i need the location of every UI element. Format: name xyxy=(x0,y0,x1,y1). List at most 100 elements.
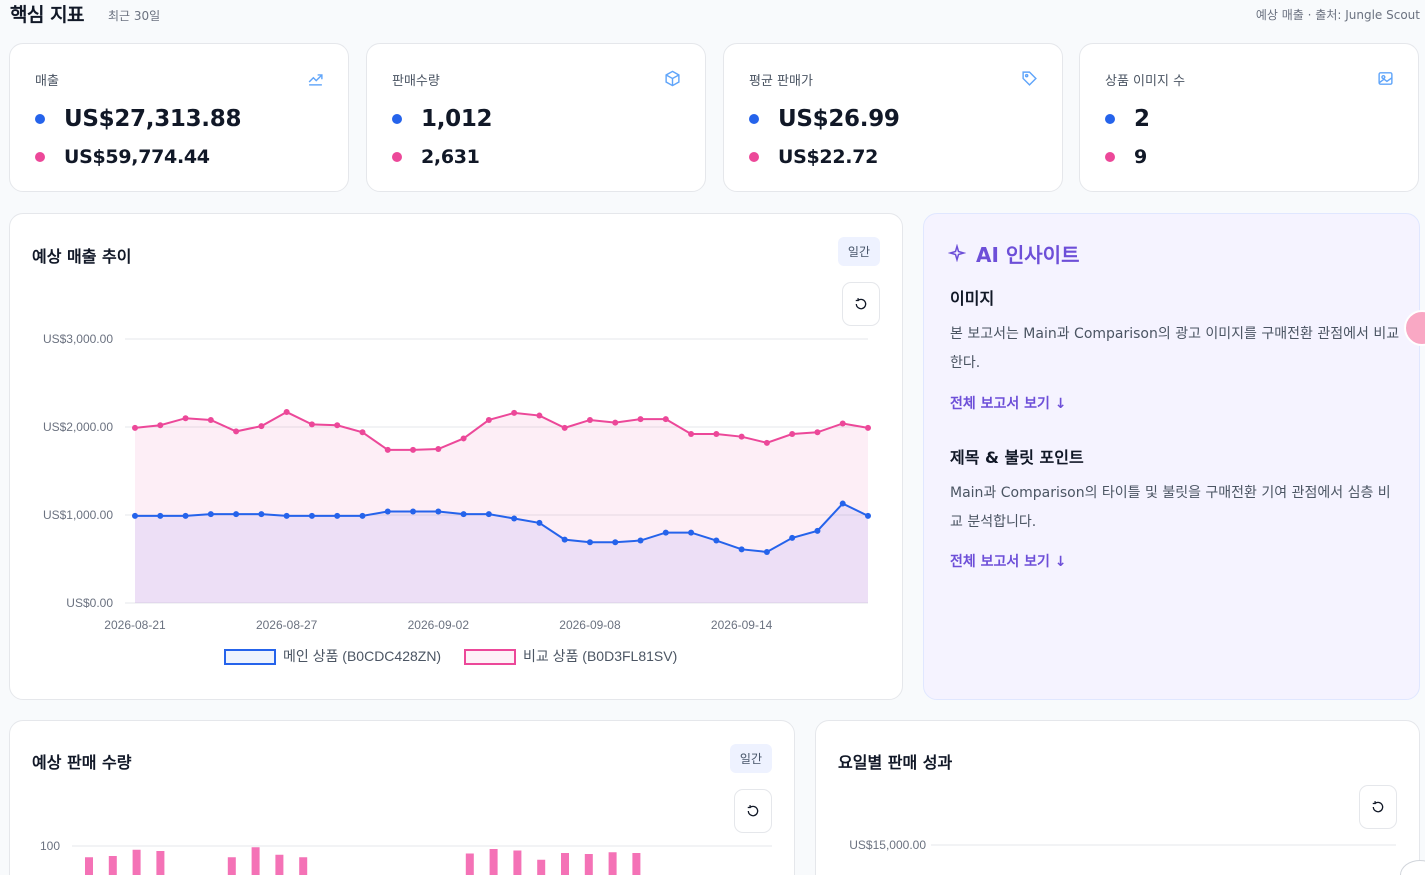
data-point xyxy=(460,435,467,442)
main-dot xyxy=(392,114,402,124)
data-point xyxy=(132,512,138,519)
full-report-link[interactable]: 전체 보고서 보기 ↓ xyxy=(950,396,1067,412)
bar xyxy=(608,852,617,875)
ai-section-body: 본 보고서는 Main과 Comparison의 광고 이미지를 구매전환 관점… xyxy=(950,326,1400,371)
data-point xyxy=(511,515,518,522)
sparkle-icon xyxy=(948,244,966,262)
ai-insights-title: AI 인사이트 xyxy=(976,243,1080,267)
data-point xyxy=(612,539,619,546)
data-point xyxy=(258,423,265,430)
kpi-label: 평균 판매가 xyxy=(749,74,813,89)
data-point xyxy=(410,508,417,515)
bar xyxy=(513,850,522,875)
legend-label: 비교 상품 (B0D3FL81SV) xyxy=(523,648,677,664)
legend-swatch xyxy=(224,649,276,665)
reset-zoom-button[interactable] xyxy=(1359,785,1397,829)
data-point xyxy=(410,446,417,453)
legend-swatch xyxy=(464,649,516,665)
y-tick-label: US$15,000.00 xyxy=(849,838,926,852)
kpi-comparison-value: US$59,774.44 xyxy=(64,146,210,168)
data-point xyxy=(283,409,290,416)
period-toggle[interactable]: 일간 xyxy=(729,744,772,773)
y-tick-label: US$0.00 xyxy=(66,596,113,610)
data-point xyxy=(384,446,391,453)
kpi-main-value: 2 xyxy=(1134,106,1150,132)
units-chart: 100 xyxy=(40,839,772,875)
bar xyxy=(275,854,284,875)
data-point xyxy=(839,500,846,507)
kpi-label: 상품 이미지 수 xyxy=(1105,74,1186,89)
x-tick-label: 2026-08-21 xyxy=(104,618,166,632)
data-point xyxy=(233,428,240,435)
bar xyxy=(632,853,641,875)
data-point xyxy=(738,546,745,553)
data-point xyxy=(485,416,492,423)
kpi-main-value: US$27,313.88 xyxy=(64,106,242,132)
trending-up-icon xyxy=(308,74,323,86)
reset-zoom-button[interactable] xyxy=(842,282,880,326)
y-tick-label: US$3,000.00 xyxy=(43,332,113,346)
data-point xyxy=(384,508,391,515)
data-point xyxy=(763,439,770,446)
y-tick-label: 100 xyxy=(40,839,60,853)
revenue-chart: US$0.00 US$1,000.00 US$2,000.00 US$3,000.00… xyxy=(43,332,871,665)
bar xyxy=(85,857,93,875)
bar xyxy=(561,853,569,875)
data-point xyxy=(536,519,543,526)
series-area xyxy=(135,412,868,603)
refresh-icon xyxy=(747,805,759,817)
full-report-link[interactable]: 전체 보고서 보기 ↓ xyxy=(950,554,1067,570)
period-label: 최근 30일 xyxy=(108,9,161,23)
data-point xyxy=(182,415,189,422)
data-point xyxy=(435,508,442,515)
data-point xyxy=(359,512,366,519)
series-line xyxy=(134,410,869,451)
data-point xyxy=(586,539,593,546)
data-point xyxy=(662,529,669,536)
bar xyxy=(584,854,593,875)
page-header: 핵심 지표 최근 30일 예상 매출 · 출처: Jungle Scout xyxy=(10,0,1420,30)
data-point xyxy=(132,424,138,431)
comparison-dot xyxy=(35,152,45,162)
refresh-icon xyxy=(1372,801,1384,813)
reset-zoom-button[interactable] xyxy=(734,789,772,833)
ai-section-heading: 이미지 xyxy=(950,289,995,308)
data-point xyxy=(561,536,568,543)
data-point xyxy=(207,511,214,518)
kpi-comparison-value: 2,631 xyxy=(421,146,480,168)
bar xyxy=(251,847,260,875)
main-dot xyxy=(749,114,759,124)
bar xyxy=(108,856,117,875)
data-point xyxy=(637,416,644,423)
data-point xyxy=(334,422,341,429)
data-point xyxy=(713,537,720,544)
data-point xyxy=(662,416,669,423)
period-toggle[interactable]: 일간 xyxy=(837,237,880,266)
weekday-chart-title: 요일별 판매 성과 xyxy=(838,753,953,772)
kpi-card-units: 판매수량 1,012 2,631 xyxy=(366,43,706,192)
data-point xyxy=(435,446,442,452)
data-point xyxy=(359,429,366,436)
data-point xyxy=(561,424,568,431)
x-tick-label: 2026-09-08 xyxy=(559,618,621,632)
data-point xyxy=(839,420,846,427)
data-point xyxy=(612,419,619,426)
comparison-dot xyxy=(1105,152,1115,162)
data-point xyxy=(713,431,720,438)
y-tick-label: US$1,000.00 xyxy=(43,508,113,522)
kpi-comparison-value: 9 xyxy=(1134,146,1147,168)
data-point xyxy=(536,412,543,419)
units-chart-card: 예상 판매 수량 일간 100 xyxy=(9,720,795,875)
data-point xyxy=(157,422,164,429)
units-chart-title: 예상 판매 수량 xyxy=(32,753,132,772)
data-point xyxy=(865,512,871,519)
image-icon xyxy=(1378,72,1393,85)
data-point xyxy=(738,433,745,440)
kpi-label: 매출 xyxy=(35,74,59,89)
kpi-main-value: US$26.99 xyxy=(778,106,900,132)
main-dot xyxy=(35,114,45,124)
comparison-dot xyxy=(392,152,402,162)
x-tick-label: 2026-09-02 xyxy=(408,618,470,632)
ai-section-body: Main과 Comparison의 타이틀 및 불릿을 구매전환 기여 관점에서… xyxy=(950,485,1391,530)
data-point xyxy=(637,537,644,544)
